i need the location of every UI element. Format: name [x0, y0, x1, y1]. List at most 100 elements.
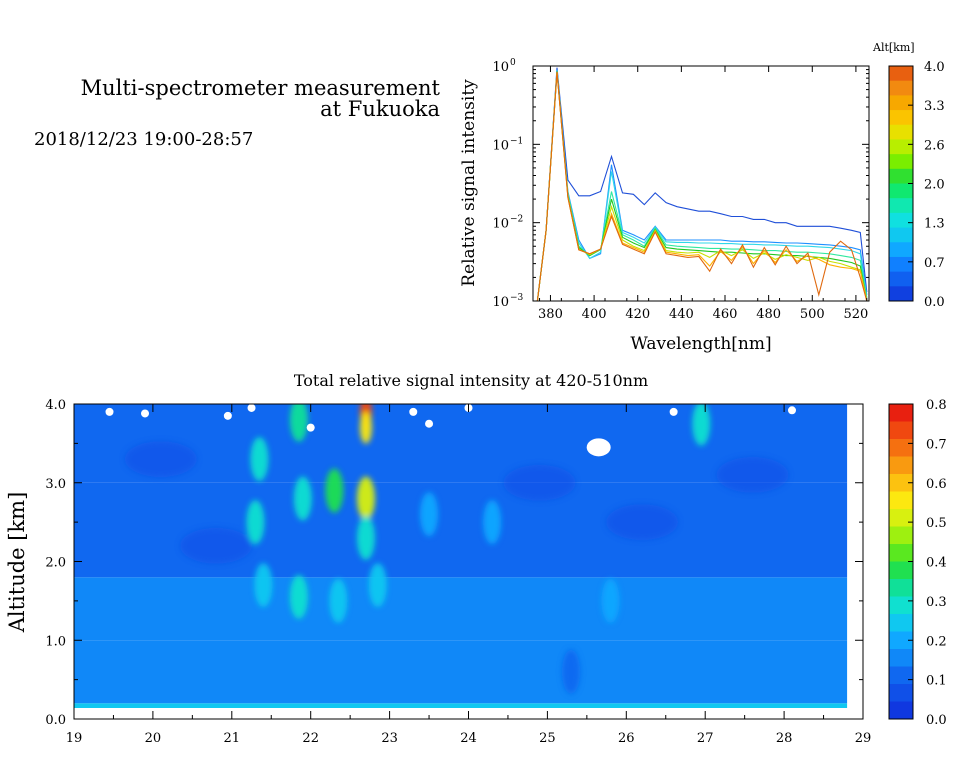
spectrum-y-tick-label-1: 10 — [492, 138, 509, 153]
heatmap-feature-10 — [356, 476, 375, 521]
intensity-colorbar-tick-label-3: 0.5 — [926, 516, 947, 531]
spectrum-x-tick-label-2: 420 — [625, 307, 650, 322]
intensity-colorbar-band-11 — [889, 596, 913, 615]
heatmap-feature-2 — [254, 563, 273, 608]
intensity-heatmap: Total relative signal intensity at 420-5… — [5, 371, 947, 746]
spectrum-y-tick-exponent-1: −1 — [510, 136, 523, 146]
heatmap-y-label: Altitude [km] — [5, 492, 29, 634]
altitude-colorbar-band-14 — [889, 271, 913, 287]
heatmap-x-tick-label-2: 21 — [224, 731, 241, 746]
intensity-colorbar-band-4 — [889, 474, 913, 492]
spectrum-y-tick-label-3: 10 — [492, 295, 509, 310]
heatmap-feature-15 — [692, 404, 711, 446]
heatmap-missing-cell-8 — [586, 438, 611, 457]
altitude-colorbar-band-12 — [889, 242, 913, 258]
heatmap-y-tick-label-4: 4.0 — [45, 398, 66, 413]
heatmap-x-tick-label-6: 25 — [539, 731, 556, 746]
heatmap-dip-0 — [124, 441, 197, 478]
spectrum-series-line-3 — [536, 71, 868, 301]
heatmap-feature-7 — [329, 578, 348, 623]
intensity-colorbar-band-5 — [889, 491, 913, 510]
intensity-colorbar-tick-label-1: 0.7 — [926, 437, 947, 452]
heatmap-feature-14 — [483, 500, 502, 545]
spectrum-y-tick-exponent-3: −3 — [510, 293, 524, 303]
heatmap-feature-1 — [246, 500, 265, 545]
heatmap-x-tick-label-0: 19 — [66, 731, 83, 746]
heatmap-title: Total relative signal intensity at 420-5… — [294, 371, 648, 390]
heatmap-x-tick-label-9: 28 — [776, 731, 793, 746]
spectrum-series-line-5 — [536, 71, 868, 301]
altitude-colorbar-frame — [888, 65, 914, 302]
intensity-colorbar-tick-label-5: 0.3 — [926, 595, 947, 610]
heatmap-feature-5 — [289, 574, 308, 619]
spectrum-series-line-4 — [536, 71, 868, 301]
altitude-colorbar-tick-label-0: 4.0 — [924, 60, 945, 75]
heatmap-dip-4 — [180, 527, 253, 564]
heatmap-feature-13 — [420, 492, 439, 537]
intensity-colorbar-band-17 — [889, 701, 913, 720]
intensity-colorbar-band-15 — [889, 666, 913, 685]
heatmap-x-tick-label-8: 27 — [697, 731, 714, 746]
intensity-colorbar-band-10 — [889, 579, 913, 597]
heatmap-x-tick-label-4: 23 — [381, 731, 398, 746]
heatmap-feature-9 — [359, 411, 372, 444]
altitude-colorbar-band-9 — [889, 198, 913, 214]
heatmap-missing-cell-6 — [409, 407, 418, 416]
spectrum-x-tick-label-3: 440 — [669, 307, 694, 322]
spectrum-x-tick-label-1: 400 — [582, 307, 607, 322]
heatmap-x-tick-label-7: 26 — [618, 731, 635, 746]
intensity-colorbar-tick-label-7: 0.1 — [926, 674, 947, 689]
spectrum-series-line-6 — [536, 71, 868, 301]
intensity-colorbar-band-14 — [889, 649, 913, 667]
heatmap-feature-3 — [289, 404, 308, 442]
heatmap-features — [124, 404, 789, 694]
heatmap-missing-cell-0 — [105, 407, 114, 416]
heatmap-feature-4 — [293, 476, 312, 521]
intensity-colorbar-band-6 — [889, 509, 913, 527]
spectrum-x-tick-label-7: 520 — [843, 307, 868, 322]
intensity-colorbar-tick-label-0: 0.8 — [926, 398, 947, 413]
heatmap-layer-2 — [74, 640, 848, 704]
altitude-colorbar-tick-label-2: 2.6 — [924, 138, 945, 153]
spectrum-series-line-0 — [536, 67, 868, 301]
altitude-colorbar-tick-label-3: 2.0 — [924, 178, 945, 193]
heatmap-layer-1 — [74, 703, 848, 708]
altitude-colorbar-tick-label-4: 1.3 — [924, 217, 945, 232]
heatmap-dip-1 — [503, 464, 576, 501]
heatmap-feature-17 — [562, 649, 581, 694]
heatmap-missing-cell-1 — [141, 409, 150, 418]
heatmap-x-tick-label-1: 20 — [145, 731, 162, 746]
intensity-colorbar-band-3 — [889, 456, 913, 475]
heatmap-axes: 19 20 21 22 23 24 25 26 27 28 29 0.0 1.0 2.0 3.0 4.0 — [45, 398, 871, 746]
altitude-colorbar-tick-label-6: 0.0 — [924, 295, 945, 310]
spectrum-x-tick-label-0: 380 — [538, 307, 563, 322]
altitude-colorbar-band-15 — [889, 286, 913, 302]
spectrum-y-tick-exponent-0: 0 — [510, 58, 516, 68]
figure-title-line2: at Fukuoka — [320, 97, 440, 121]
altitude-colorbar-band-5 — [889, 139, 913, 155]
heatmap-no-data-tail — [847, 404, 853, 708]
intensity-colorbar: 0.8 0.7 0.6 0.5 0.4 0.3 0.2 0.1 0.0 — [889, 398, 947, 728]
heatmap-feature-6 — [325, 468, 344, 513]
altitude-colorbar-band-7 — [889, 168, 913, 184]
heatmap-feature-12 — [368, 563, 387, 608]
intensity-colorbar-band-2 — [889, 439, 913, 457]
spectrum-y-label: Relative signal intensity — [459, 79, 479, 287]
intensity-colorbar-band-13 — [889, 631, 913, 650]
intensity-colorbar-band-9 — [889, 561, 913, 580]
altitude-colorbar-band-2 — [889, 95, 913, 111]
heatmap-layer-3 — [74, 577, 848, 641]
date-range: 2018/12/23 19:00-28:57 — [34, 129, 253, 150]
heatmap-y-tick-label-2: 2.0 — [45, 556, 66, 571]
spectrum-y-tick-label-2: 10 — [492, 217, 509, 232]
heatmap-missing-cell-2 — [223, 411, 232, 420]
spectrum-x-tick-label-4: 460 — [713, 307, 738, 322]
heatmap-feature-0 — [250, 437, 269, 482]
intensity-colorbar-frame — [888, 403, 914, 720]
altitude-colorbar: 4.0 3.3 2.6 2.0 1.3 0.7 0.0 — [889, 60, 945, 310]
spectrum-series-group — [536, 67, 868, 301]
spectrum-x-tick-label-5: 480 — [756, 307, 781, 322]
